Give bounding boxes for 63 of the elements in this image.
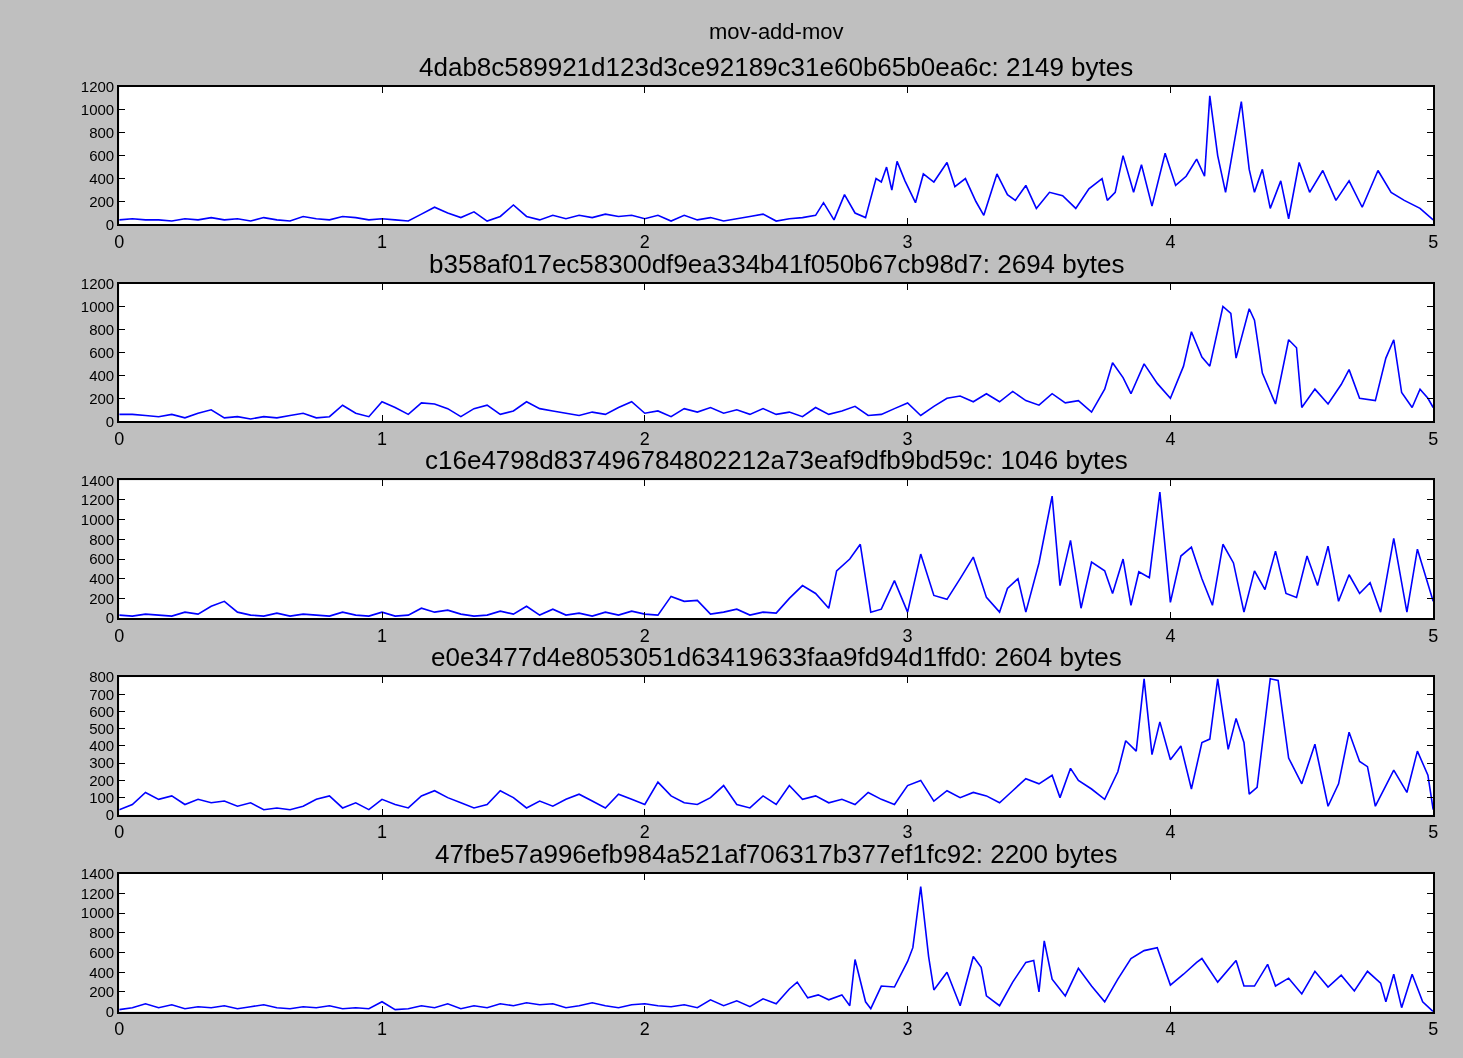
x-tick-label: 5 (1428, 625, 1439, 646)
y-tick-label: 600 (89, 146, 115, 164)
x-tick-label: 1 (377, 822, 388, 843)
y-tick-label: 0 (105, 412, 115, 430)
y-tick-label: 800 (89, 924, 115, 942)
y-tick-label: 200 (89, 983, 115, 1001)
y-tick-label: 400 (89, 737, 115, 755)
line-series (119, 95, 1434, 222)
x-tick-label: 1 (377, 1019, 388, 1040)
x-tick-label: 2 (639, 1019, 650, 1040)
line-series (119, 491, 1434, 617)
y-tick-label: 600 (89, 343, 115, 361)
y-tick-label: 800 (89, 320, 115, 338)
y-tick-label: 0 (105, 609, 115, 627)
x-tick-label: 5 (1428, 232, 1439, 253)
y-tick-label: 1000 (80, 100, 115, 118)
y-tick-label: 0 (105, 806, 115, 824)
y-tick-label: 600 (89, 943, 115, 961)
y-tick-label: 100 (89, 788, 115, 806)
y-tick-label: 1000 (80, 904, 115, 922)
x-tick-label: 4 (1165, 428, 1176, 449)
y-tick-label: 300 (89, 754, 115, 772)
y-tick-label: 200 (89, 389, 115, 407)
line-series (119, 885, 1434, 1012)
y-tick-label: 1000 (80, 510, 115, 528)
x-tick-label: 1 (377, 625, 388, 646)
x-tick-label: 1 (377, 428, 388, 449)
text: mov-add-mov (709, 19, 844, 44)
line-series (119, 305, 1434, 420)
x-tick-label: 4 (1165, 1019, 1176, 1040)
y-tick-label: 200 (89, 589, 115, 607)
x-tick-label: 4 (1165, 822, 1176, 843)
y-tick-label: 200 (89, 771, 115, 789)
y-tick-label: 1200 (80, 274, 115, 292)
x-tick-label: 1 (377, 232, 388, 253)
x-tick-label: 5 (1428, 1019, 1439, 1040)
y-tick-label: 1000 (80, 297, 115, 315)
x-tick-label: 5 (1428, 822, 1439, 843)
y-tick-label: 0 (105, 215, 115, 233)
y-tick-label: 800 (89, 530, 115, 548)
y-tick-label: 800 (89, 123, 115, 141)
y-tick-label: 1200 (80, 884, 115, 902)
y-tick-label: 1400 (80, 471, 115, 489)
y-tick-label: 800 (89, 668, 115, 686)
y-tick-label: 1200 (80, 491, 115, 509)
y-tick-label: 600 (89, 702, 115, 720)
chart-title: 4dab8c589921d123d3ce92189c31e60b65b0ea6c: 2149 bytes (419, 52, 1134, 82)
x-tick-label: 4 (1165, 232, 1176, 253)
y-tick-label: 400 (89, 963, 115, 981)
y-tick-label: 400 (89, 569, 115, 587)
x-tick-label: 4 (1165, 625, 1176, 646)
x-tick-label: 3 (902, 1019, 913, 1040)
y-tick-label: 500 (89, 720, 115, 737)
y-tick-label: 600 (89, 550, 115, 568)
y-tick-label: 1400 (80, 865, 115, 883)
y-tick-label: 1200 (80, 77, 115, 95)
y-tick-label: 400 (89, 169, 115, 187)
line-series (119, 678, 1434, 811)
y-tick-label: 700 (89, 685, 115, 703)
y-tick-label: 0 (105, 1002, 115, 1020)
y-tick-label: 400 (89, 366, 115, 384)
y-tick-label: 200 (89, 192, 115, 210)
x-tick-label: 5 (1428, 428, 1439, 449)
